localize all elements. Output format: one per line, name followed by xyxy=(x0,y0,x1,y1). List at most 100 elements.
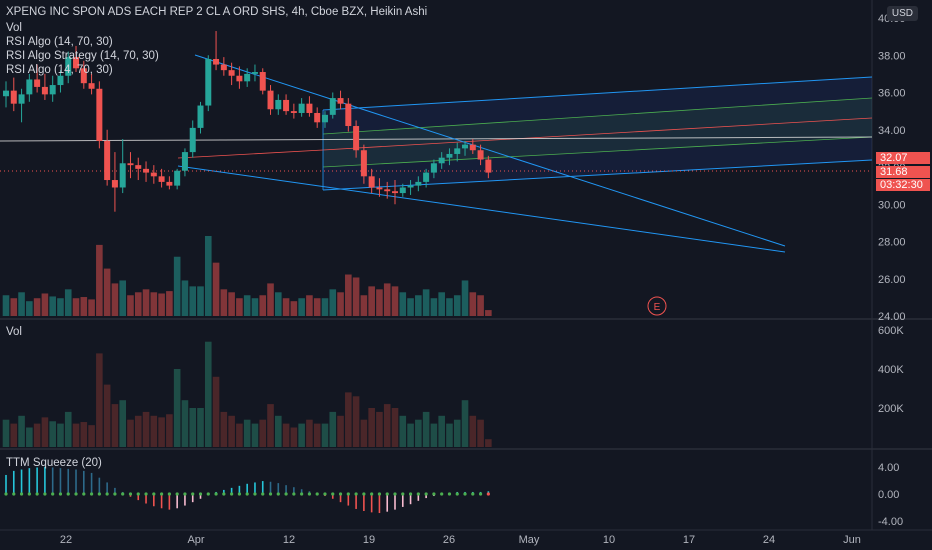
currency-badge[interactable]: USD xyxy=(886,6,918,21)
candle-body xyxy=(321,114,328,123)
price-axis-tick: 24.00 xyxy=(878,311,906,323)
volume-bar xyxy=(383,283,391,316)
squeeze-dot xyxy=(486,492,490,496)
squeeze-dot xyxy=(245,492,249,496)
volume-pane-bar xyxy=(181,400,189,447)
volume-bar xyxy=(10,298,18,316)
squeeze-axis-tick: -4.00 xyxy=(878,516,903,528)
time-axis-label: 22 xyxy=(60,534,72,546)
candle-body xyxy=(174,170,181,186)
volume-pane-bar xyxy=(10,423,18,447)
volume-bar xyxy=(189,286,197,316)
volume-bar xyxy=(290,301,298,316)
volume-bar xyxy=(446,298,453,316)
volume-bar xyxy=(220,289,228,316)
squeeze-dot xyxy=(191,492,195,496)
chart-title: XPENG INC SPON ADS EACH REP 2 CL A ORD S… xyxy=(6,6,428,18)
candle-body xyxy=(267,90,274,110)
volume-pane-bar xyxy=(453,419,461,447)
candle-body xyxy=(135,165,142,169)
volume-bar xyxy=(41,293,49,316)
volume-pane-bar xyxy=(142,411,150,447)
candle-body xyxy=(197,105,204,128)
candle-body xyxy=(345,103,352,127)
volume-bar xyxy=(173,256,181,316)
squeeze-dot xyxy=(440,492,444,496)
candle-body xyxy=(236,75,243,82)
volume-bar xyxy=(298,298,305,316)
volume-pane-title[interactable]: Vol xyxy=(6,326,22,338)
regression-channel-fill xyxy=(323,77,872,190)
candle-body xyxy=(407,185,414,188)
volume-bar xyxy=(430,298,438,316)
squeeze-dot xyxy=(455,492,459,496)
candle-body xyxy=(392,191,398,194)
price-axis-tick: 38.00 xyxy=(878,50,906,62)
regression-line-ext xyxy=(177,149,324,159)
price-axis-tick: 34.00 xyxy=(878,125,906,137)
candle-body xyxy=(104,140,111,181)
squeeze-dot xyxy=(230,492,234,496)
candle-body xyxy=(251,72,258,74)
volume-bar xyxy=(228,292,235,316)
squeeze-dot xyxy=(362,492,366,496)
candle-body xyxy=(49,85,56,95)
volume-pane-bar xyxy=(119,400,126,447)
candle-body xyxy=(283,99,290,112)
volume-bar xyxy=(166,291,173,316)
squeeze-dot xyxy=(253,492,257,496)
legend-rsi-algo-strategy[interactable]: RSI Algo Strategy (14, 70, 30) xyxy=(6,50,159,62)
volume-bar xyxy=(438,292,445,316)
volume-pane-bar xyxy=(469,415,477,447)
candle-body xyxy=(298,103,305,113)
volume-bar xyxy=(376,289,383,316)
legend-vol[interactable]: Vol xyxy=(6,22,22,34)
candle-body xyxy=(306,103,313,113)
volume-bar xyxy=(96,244,103,316)
candle-body xyxy=(244,73,251,82)
squeeze-dot xyxy=(385,492,389,496)
time-axis-label: 24 xyxy=(763,534,775,546)
volume-bar xyxy=(49,296,56,316)
earnings-marker-label: E xyxy=(654,302,661,313)
volume-pane-bar xyxy=(415,419,422,447)
candle-body xyxy=(384,189,391,192)
volume-bar xyxy=(204,236,212,316)
volume-pane-bar xyxy=(430,423,438,447)
candle-body xyxy=(485,159,492,173)
time-axis-label: 17 xyxy=(683,534,695,546)
legend-rsi-algo-2[interactable]: RSI Algo (14, 70, 30) xyxy=(6,64,113,76)
squeeze-dot xyxy=(19,492,24,496)
channel-inner-upper xyxy=(322,97,873,135)
volume-pane-bar xyxy=(461,400,469,447)
price-axis-tick: 30.00 xyxy=(878,199,906,211)
squeeze-dot xyxy=(276,492,280,496)
squeeze-dot xyxy=(136,492,140,496)
candle-body xyxy=(360,150,367,177)
volume-bar xyxy=(461,280,469,316)
candle-body xyxy=(228,70,235,76)
volume-pane-bar xyxy=(72,423,80,447)
squeeze-dot xyxy=(331,492,335,496)
volume-pane-bar xyxy=(298,423,305,447)
volume-pane-bar xyxy=(329,411,337,447)
squeeze-dot xyxy=(121,492,125,496)
volume-bar xyxy=(453,295,461,316)
squeeze-dot xyxy=(89,492,94,496)
volume-bar xyxy=(236,298,243,316)
legend-rsi-algo[interactable]: RSI Algo (14, 70, 30) xyxy=(6,36,113,48)
volume-bar xyxy=(422,289,430,316)
time-axis-label: 12 xyxy=(283,534,295,546)
volume-bar xyxy=(127,295,134,316)
squeeze-dot xyxy=(447,492,452,496)
time-axis-label: Apr xyxy=(187,534,204,546)
candle-body xyxy=(189,127,196,153)
squeeze-pane-title[interactable]: TTM Squeeze (20) xyxy=(6,457,102,469)
squeeze-dot xyxy=(284,492,288,496)
volume-pane-bar xyxy=(220,411,228,447)
volume-bar xyxy=(321,298,329,316)
volume-pane-bar xyxy=(212,376,220,447)
squeeze-dot xyxy=(160,492,164,496)
volume-pane-bar xyxy=(477,419,484,447)
